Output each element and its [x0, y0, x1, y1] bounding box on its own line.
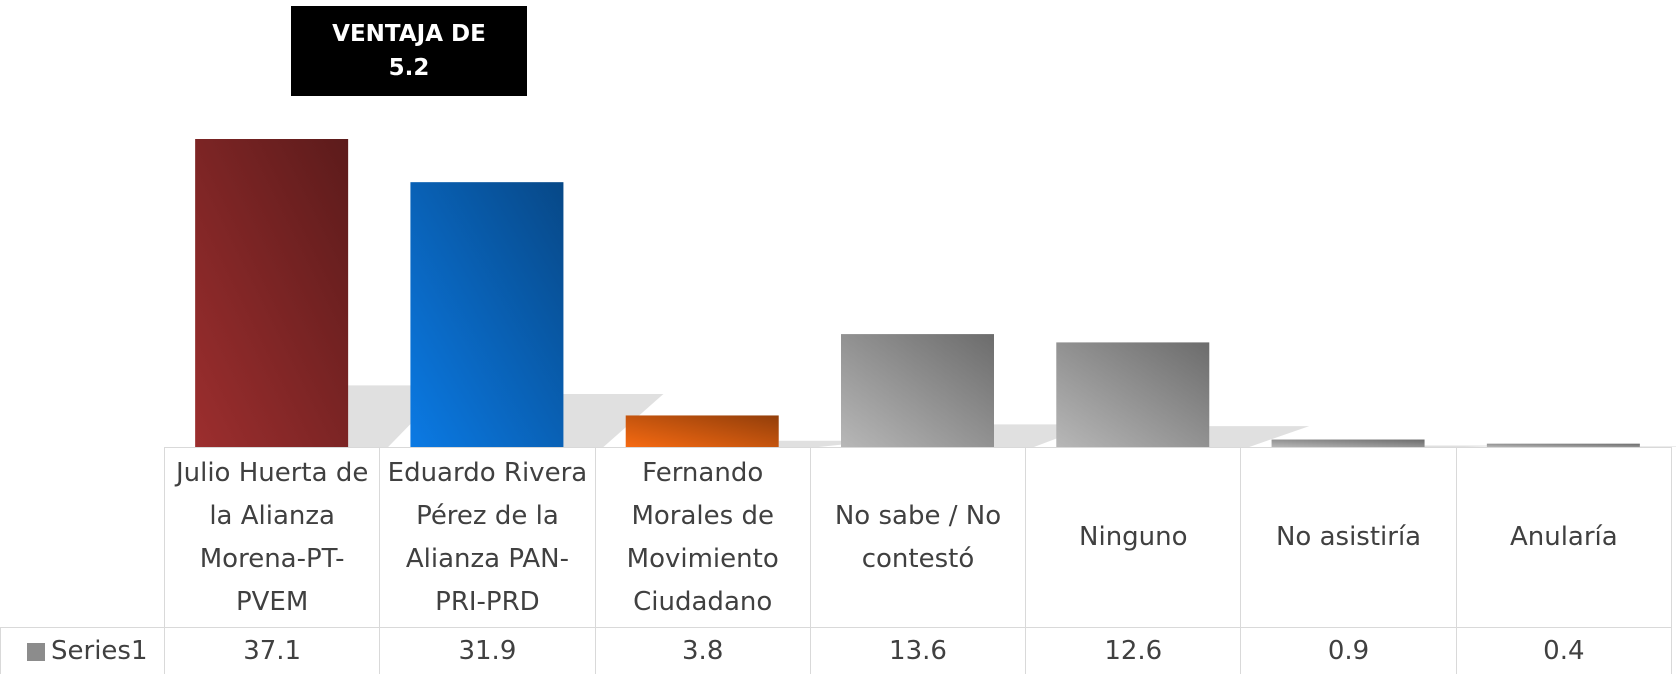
bar-shadow: [1639, 446, 1676, 447]
category-label: Eduardo Rivera Pérez de la Alianza PAN-P…: [379, 447, 596, 628]
category-label: No asistiría: [1240, 447, 1457, 628]
legend-label: Series1: [51, 636, 148, 666]
data-label: 0.4: [1455, 627, 1672, 674]
bar: [1056, 342, 1210, 447]
category-label: Ninguno: [1025, 447, 1242, 628]
bar: [195, 139, 349, 447]
bar-shadow: [1209, 426, 1310, 447]
category-label: Julio Huerta de la Alianza Morena-PT-PVE…: [164, 447, 381, 628]
category-label: Fernando Morales de Movimiento Ciudadano: [594, 447, 811, 628]
bar: [410, 182, 564, 448]
legend-cell: Series1: [0, 627, 165, 674]
annotation: VENTAJA DE 5.2: [291, 6, 527, 96]
bar: [1486, 443, 1640, 447]
data-label: 3.8: [594, 627, 811, 674]
bar: [625, 415, 779, 447]
category-label: No sabe / No contestó: [809, 447, 1027, 628]
legend-key: [27, 642, 45, 661]
bar-shadow: [563, 394, 664, 447]
data-label: 37.1: [164, 627, 381, 674]
bar: [1271, 439, 1425, 447]
data-label: 0.9: [1240, 627, 1457, 674]
category-label: Anularía: [1455, 447, 1672, 628]
data-label: 31.9: [379, 627, 596, 674]
data-label: 13.6: [809, 627, 1027, 674]
bar: [841, 334, 994, 447]
data-label: 12.6: [1025, 627, 1242, 674]
